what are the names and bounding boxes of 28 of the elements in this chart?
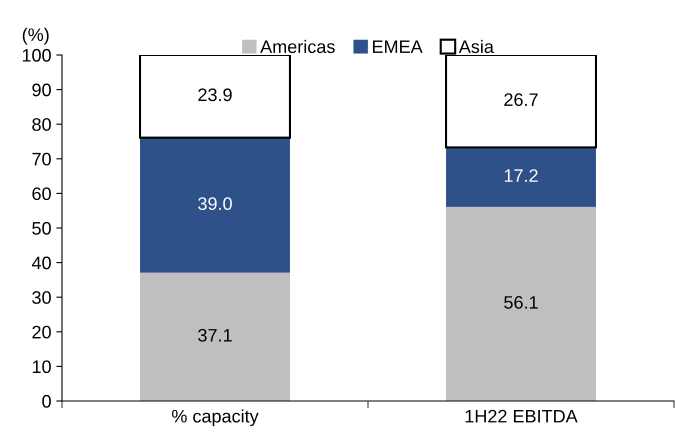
data-label: 39.0 [198, 197, 232, 210]
bar [446, 206, 596, 401]
y-tick-label: 40 [32, 256, 51, 270]
bar [446, 147, 596, 207]
y-tick-label: 100 [22, 48, 51, 62]
y-tick-label: 10 [32, 360, 51, 374]
data-label: 37.1 [198, 328, 232, 342]
y-tick-label: 50 [32, 222, 51, 235]
data-label: 26.7 [504, 93, 538, 106]
y-axis-title: (%) [22, 28, 49, 45]
y-tick-label: 80 [32, 118, 51, 131]
legend-label: Asia [458, 40, 494, 54]
x-tick-label: % capacity [172, 409, 259, 426]
data-label: 23.9 [198, 88, 232, 102]
y-tick-label: 70 [32, 152, 51, 166]
bar [140, 272, 290, 401]
y-tick-label: 90 [32, 84, 51, 96]
data-label: 17.2 [504, 169, 538, 182]
y-tick-label: 60 [32, 187, 51, 200]
bar [140, 138, 290, 273]
legend-label: EMEA [372, 40, 423, 53]
y-tick-label: 0 [42, 394, 51, 408]
data-label: 56.1 [504, 296, 538, 309]
y-tick-label: 20 [32, 326, 51, 339]
legend-label: Americas [260, 40, 335, 54]
x-tick-label: 1H22 EBITDA [466, 410, 578, 422]
bar [138, 55, 292, 139]
y-tick-label: 30 [32, 291, 51, 304]
